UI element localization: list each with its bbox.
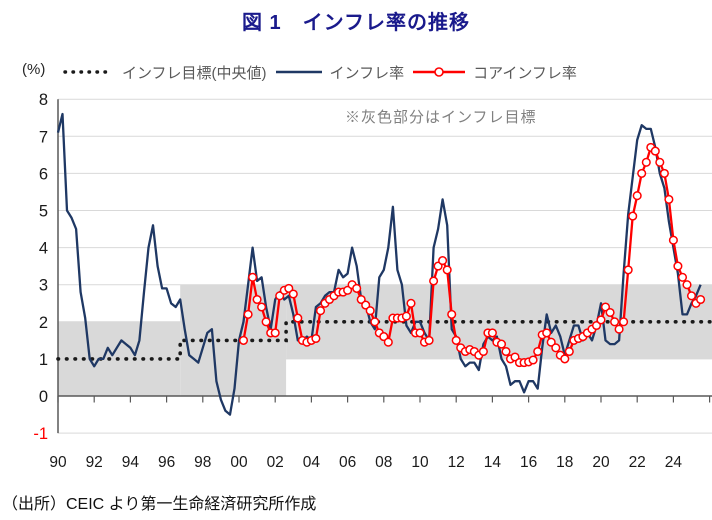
svg-text:12: 12 [448,454,465,471]
svg-text:10: 10 [411,454,429,471]
legend-label-core-inflation: コアインフレ率 [473,64,577,82]
svg-text:5: 5 [39,203,48,221]
svg-text:3: 3 [39,277,48,295]
svg-text:8: 8 [39,91,48,109]
svg-text:00: 00 [230,454,248,471]
svg-text:08: 08 [375,454,392,471]
svg-text:24: 24 [665,454,683,471]
svg-text:22: 22 [629,454,646,471]
svg-text:90: 90 [49,454,67,471]
svg-text:4: 4 [39,240,48,258]
svg-text:1: 1 [39,351,48,369]
svg-text:-1: -1 [33,425,48,443]
legend-item-inflation: インフレ率 [274,62,405,83]
target-dotted-swatch-icon [63,70,115,74]
svg-text:7: 7 [39,128,48,146]
svg-text:0: 0 [39,388,48,406]
svg-text:02: 02 [267,454,284,471]
legend-item-core-inflation: コアインフレ率 [411,62,577,83]
svg-text:04: 04 [303,454,321,471]
svg-text:6: 6 [39,165,48,183]
svg-text:18: 18 [556,454,573,471]
legend-item-target: インフレ目標(中央値) [62,62,267,83]
svg-text:16: 16 [520,454,537,471]
figure-title: 図 1 インフレ率の推移 [241,12,471,34]
svg-text:96: 96 [158,454,175,471]
legend: インフレ目標(中央値) インフレ率 コアインフレ率 [62,60,712,84]
svg-text:06: 06 [339,454,356,471]
inflation-line-swatch-icon [275,70,322,74]
y-axis-unit-label: (%) [22,61,46,78]
source-note: （出所）CEIC より第一生命経済研究所作成 [2,496,317,513]
svg-text:98: 98 [194,454,211,471]
svg-text:2: 2 [39,314,48,332]
legend-label-inflation: インフレ率 [329,64,405,82]
svg-text:94: 94 [122,454,140,471]
svg-text:14: 14 [484,454,502,471]
svg-text:20: 20 [592,454,610,471]
legend-label-target: インフレ目標(中央値) [122,64,267,82]
svg-text:92: 92 [86,454,103,471]
gray-band-note: ※灰色部分はインフレ目標 [345,109,537,126]
core-inflation-marker-swatch-icon [413,67,466,77]
